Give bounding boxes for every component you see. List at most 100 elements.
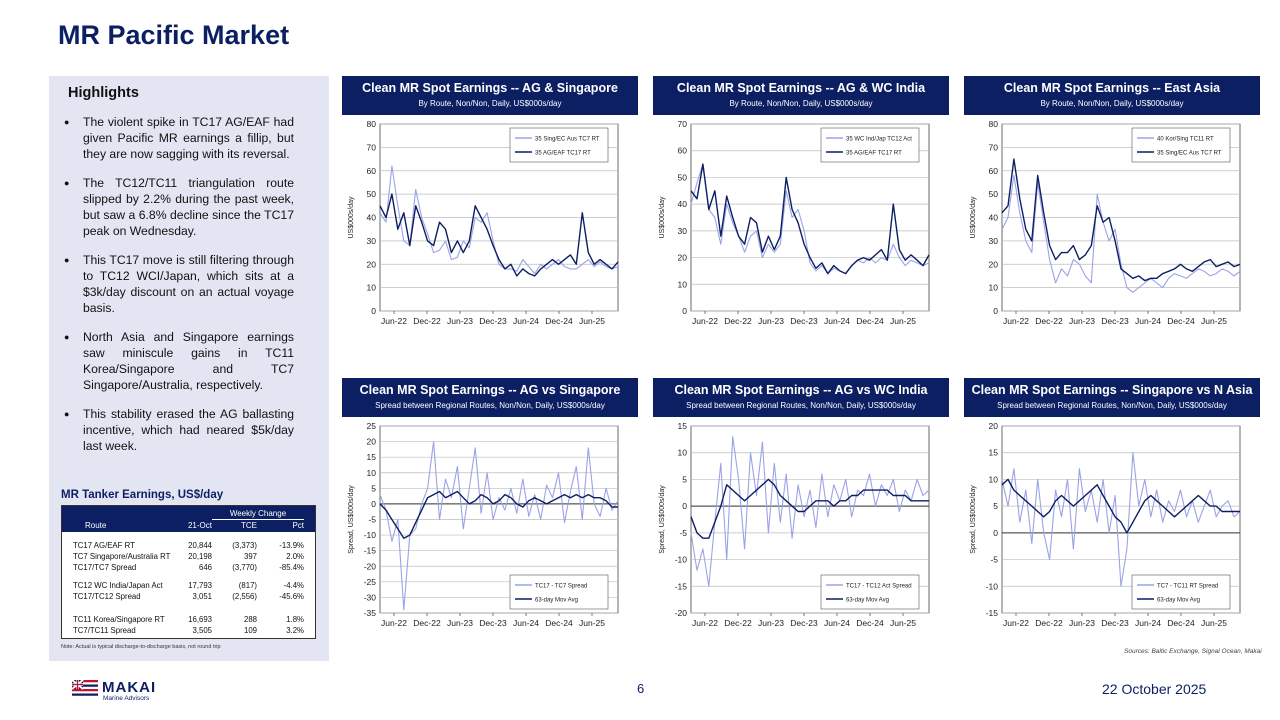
legend-box — [820, 574, 920, 610]
x-tick-label: Jun-24 — [1135, 618, 1161, 628]
table-row: TC17/TC7 Spread 646 (3,770) -85.4% — [62, 563, 315, 573]
y-tick-label: 30 — [989, 236, 999, 246]
y-tick-label: 20 — [367, 437, 377, 447]
chart-subtitle: By Route, Non/Non, Daily, US$000s/day — [1040, 99, 1184, 108]
y-tick-label: 20 — [989, 259, 999, 269]
series-line — [690, 163, 930, 275]
legend-label: TC7 - TC11 RT Spread — [1157, 584, 1218, 590]
y-tick-label: -5 — [368, 515, 376, 525]
x-tick-label: Jun-24 — [513, 618, 539, 628]
series-line — [379, 165, 619, 275]
x-tick-label: Jun-25 — [1201, 618, 1227, 628]
hawaii-flag-icon — [72, 680, 98, 698]
y-tick-label: 0 — [682, 306, 687, 316]
line-chart: 0 10 20 30 40 50 60 70 Jun-22 Dec-22 Jun-23 Dec-23 J… — [659, 119, 930, 326]
x-tick-label: Jun-22 — [692, 316, 718, 326]
cell-pct: -13.9% — [279, 541, 304, 550]
chart-header: Clean MR Spot Earnings -- AG vs WC India… — [653, 378, 949, 417]
y-tick-label: 70 — [367, 142, 377, 152]
y-tick-label: -30 — [364, 592, 377, 602]
cell-pct: 3.2% — [286, 626, 304, 635]
chart-east-asia: Clean MR Spot Earnings -- East Asia By R… — [964, 76, 1260, 332]
x-tick-label: Jun-23 — [1069, 316, 1095, 326]
series-line — [1001, 158, 1241, 282]
y-tick-label: 40 — [678, 199, 688, 209]
cell-route: TC12 WC India/Japan Act — [73, 581, 163, 590]
x-tick-label: Jun-23 — [758, 316, 784, 326]
legend-label: 63-day Mov Avg — [846, 598, 889, 604]
page-number: 6 — [637, 681, 645, 696]
y-tick-label: 5 — [682, 474, 687, 484]
legend-label: 35 AG/EAF TC17 RT — [535, 151, 591, 157]
table-row: TC7 Singapore/Australia RT 20,198 397 2.… — [62, 552, 315, 562]
legend-box — [1131, 127, 1231, 163]
y-tick-label: 40 — [989, 213, 999, 223]
x-tick-label: Dec-23 — [479, 618, 507, 628]
y-tick-label: 70 — [989, 142, 999, 152]
series-line — [379, 490, 618, 539]
legend-label: TC17 - TC12 Act Spread — [846, 584, 912, 590]
chart-subtitle: By Route, Non/Non, Daily, US$000s/day — [418, 99, 562, 108]
cell-tce: 397 — [243, 552, 257, 561]
line-chart: 0 10 20 30 40 50 60 70 80 Jun-22 Dec-22 Jun-23 Dec-2… — [348, 119, 619, 326]
logo-name: MAKAI — [102, 679, 157, 696]
chart-ag-vs-singapore: Clean MR Spot Earnings -- AG vs Singapor… — [342, 378, 638, 634]
chart-ag-wc-india: Clean MR Spot Earnings -- AG & WC India … — [653, 76, 949, 332]
x-tick-label: Jun-22 — [1003, 316, 1029, 326]
x-tick-label: Jun-24 — [513, 316, 539, 326]
x-tick-label: Jun-22 — [381, 618, 407, 628]
highlights-panel: Highlights The violent spike in TC17 AG/… — [49, 76, 329, 661]
cell-route: TC17/TC7 Spread — [73, 563, 137, 572]
y-tick-label: 20 — [989, 421, 999, 431]
x-tick-label: Dec-23 — [479, 316, 507, 326]
y-axis-label: US$000s/day — [659, 196, 666, 239]
chart-title: Clean MR Spot Earnings -- AG vs Singapor… — [359, 383, 621, 397]
earnings-table-title: MR Tanker Earnings, US$/day — [61, 489, 224, 501]
highlight-item: The TC12/TC11 triangulation route slippe… — [62, 175, 294, 239]
y-tick-label: -10 — [675, 555, 688, 565]
column-header-tce: TCE — [241, 521, 257, 530]
legend-box — [1131, 574, 1231, 610]
cell-value: 17,793 — [188, 581, 212, 590]
y-tick-label: 60 — [678, 146, 688, 156]
sources-note: Sources: Baltic Exchange, Signal Ocean, … — [1124, 648, 1262, 655]
y-tick-label: 15 — [989, 448, 999, 458]
y-axis-label: US$000s/day — [348, 196, 355, 239]
cell-pct: -4.4% — [283, 581, 304, 590]
y-tick-label: -15 — [986, 608, 999, 618]
highlight-item: This TC17 move is still filtering throug… — [62, 252, 294, 316]
table-row: TC12 WC India/Japan Act 17,793 (817) -4.… — [62, 581, 315, 591]
x-tick-label: Dec-23 — [1101, 316, 1129, 326]
line-chart: -20 -15 -10 -5 0 5 10 15 Jun-22 Dec-22 Jun-23 Dec-2… — [659, 421, 930, 628]
chart-subtitle: By Route, Non/Non, Daily, US$000s/day — [729, 99, 873, 108]
cell-value: 20,198 — [188, 552, 212, 561]
y-tick-label: 50 — [989, 189, 999, 199]
highlights-list: The violent spike in TC17 AG/EAF had giv… — [62, 114, 294, 467]
legend-label: TC17 - TC7 Spread — [535, 584, 587, 590]
x-tick-label: Jun-24 — [824, 618, 850, 628]
x-tick-label: Jun-25 — [579, 618, 605, 628]
y-tick-label: 10 — [989, 283, 999, 293]
y-tick-label: -15 — [675, 581, 688, 591]
chart-title: Clean MR Spot Earnings -- AG & WC India — [676, 81, 926, 95]
x-tick-label: Dec-24 — [545, 316, 573, 326]
cell-tce: (2,556) — [232, 592, 257, 601]
legend-label: 40 Kor/Sing TC11 RT — [1157, 137, 1214, 143]
cell-route: TC11 Korea/Singapore RT — [73, 615, 165, 624]
legend-label: 35 AG/EAF TC17 RT — [846, 151, 902, 157]
y-tick-label: 60 — [989, 166, 999, 176]
highlight-item: This stability erased the AG ballasting … — [62, 406, 294, 454]
cell-value: 3,505 — [192, 626, 212, 635]
y-tick-label: 80 — [367, 119, 377, 129]
chart-header: Clean MR Spot Earnings -- Singapore vs N… — [964, 378, 1260, 417]
x-tick-label: Dec-22 — [413, 316, 441, 326]
x-tick-label: Dec-22 — [724, 618, 752, 628]
y-tick-label: 50 — [678, 172, 688, 182]
y-tick-label: 80 — [989, 119, 999, 129]
y-tick-label: 0 — [371, 306, 376, 316]
table-note: Note: Actual is typical discharge-to-dis… — [61, 644, 221, 650]
cell-pct: -45.6% — [279, 592, 304, 601]
x-tick-label: Jun-25 — [890, 316, 916, 326]
y-tick-label: -5 — [679, 528, 687, 538]
x-tick-label: Jun-23 — [447, 316, 473, 326]
